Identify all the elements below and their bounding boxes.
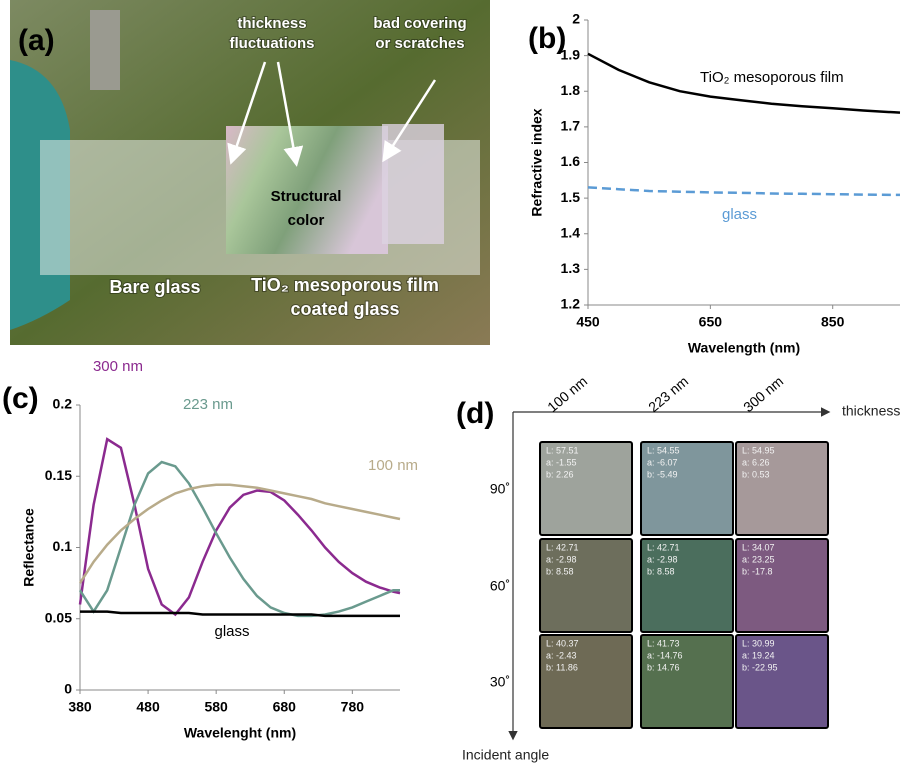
swatch	[736, 442, 828, 535]
y-tick-label: 1.6	[561, 153, 581, 169]
photo: (a) thickness fluctuations bad covering …	[10, 0, 490, 345]
panel-label: (b)	[528, 22, 566, 55]
series-label: 223 nm	[183, 396, 233, 413]
annotation: color	[288, 212, 325, 229]
cell-text: L: 40.37	[546, 638, 579, 648]
panel-d: (d) thickness Incident angle 100 nm 223 n…	[456, 373, 900, 763]
cell-text: L: 34.07	[742, 542, 775, 552]
y-tick-label: 0	[64, 681, 72, 697]
cell-text: a: 19.24	[742, 650, 775, 660]
cell-text: a: -14.76	[647, 650, 683, 660]
swatch	[540, 635, 632, 728]
photo-detail	[90, 10, 120, 90]
y-tick-label: 1.2	[561, 296, 581, 312]
cell-text: b: -5.49	[647, 469, 678, 479]
series-label: glass	[214, 623, 249, 640]
y-tick-label: 1.4	[561, 224, 581, 240]
x-tick-label: 850	[821, 314, 845, 330]
cell-text: b: -22.95	[742, 662, 778, 672]
annotation: Bare glass	[109, 277, 200, 297]
cell-text: L: 30.99	[742, 638, 775, 648]
x-tick-label: 480	[136, 699, 160, 715]
x-axis-label: Wavelength (nm)	[688, 340, 800, 356]
cell-text: b: 14.76	[647, 662, 680, 672]
x-tick-label: 650	[699, 314, 723, 330]
cell-text: a: -2.98	[546, 554, 577, 564]
annotation: or scratches	[375, 35, 464, 52]
axis-label: thickness	[842, 403, 900, 419]
swatch	[540, 539, 632, 632]
series-label: 300 nm	[93, 358, 143, 375]
series-label: TiO₂ mesoporous film	[700, 69, 844, 86]
cell-text: a: 23.25	[742, 554, 775, 564]
swatch	[736, 635, 828, 728]
y-tick-label: 1.5	[561, 189, 581, 205]
x-tick-label: 450	[576, 314, 600, 330]
x-tick-label: 580	[204, 699, 228, 715]
y-tick-label: 1.8	[561, 82, 581, 98]
cell-text: a: -2.43	[546, 650, 577, 660]
series-line	[588, 187, 900, 195]
cell-text: a: -1.55	[546, 457, 577, 467]
series-label: glass	[722, 206, 757, 223]
swatch	[641, 442, 733, 535]
swatch	[540, 442, 632, 535]
annotation: bad covering	[373, 15, 466, 32]
panel-label: (d)	[456, 397, 494, 430]
cell-text: b: 8.58	[647, 566, 675, 576]
series-label: 100 nm	[368, 457, 418, 474]
cell-text: L: 57.51	[546, 445, 579, 455]
y-tick-label: 1.3	[561, 260, 581, 276]
x-tick-label: 380	[68, 699, 92, 715]
cell-text: L: 42.71	[546, 542, 579, 552]
cell-text: b: 2.26	[546, 469, 574, 479]
column-label: 300 nm	[740, 373, 786, 415]
series-line	[80, 612, 400, 616]
cell-text: L: 54.95	[742, 445, 775, 455]
y-tick-label: 1.7	[561, 118, 581, 134]
x-axis-label: Wavelenght (nm)	[184, 725, 296, 741]
swatch	[641, 539, 733, 632]
cell-text: b: -17.8	[742, 566, 773, 576]
swatch	[641, 635, 733, 728]
y-axis-label: Reflectance	[21, 508, 37, 587]
cell-text: L: 54.55	[647, 445, 680, 455]
annotation: fluctuations	[230, 35, 315, 52]
cell-text: a: 6.26	[742, 457, 770, 467]
swatch	[736, 539, 828, 632]
panel-label: (a)	[18, 24, 55, 57]
cell-text: L: 41.73	[647, 638, 680, 648]
annotation: thickness	[237, 15, 306, 32]
row-label: 30˚	[490, 674, 510, 690]
y-tick-label: 2	[572, 11, 580, 27]
cell-text: b: 11.86	[546, 662, 578, 672]
cell-text: a: -2.98	[647, 554, 678, 564]
cell-text: a: -6.07	[647, 457, 678, 467]
y-tick-label: 0.05	[45, 609, 72, 625]
y-axis-label: Refractive index	[529, 108, 545, 216]
column-label: 223 nm	[645, 373, 691, 415]
annotation: TiO₂ mesoporous film	[251, 275, 439, 295]
x-tick-label: 680	[273, 699, 297, 715]
y-tick-label: 0.1	[53, 538, 73, 554]
annotation: Structural	[271, 188, 342, 205]
film-edge	[382, 124, 444, 244]
annotation: coated glass	[290, 299, 399, 319]
x-tick-label: 780	[341, 699, 365, 715]
panel-label: (c)	[2, 382, 39, 415]
row-label: 90˚	[490, 481, 510, 497]
cell-text: L: 42.71	[647, 542, 680, 552]
column-label: 100 nm	[544, 373, 590, 415]
figure: (a) thickness fluctuations bad covering …	[0, 0, 922, 766]
cell-text: b: 0.53	[742, 469, 770, 479]
row-label: 60˚	[490, 578, 510, 594]
y-tick-label: 0.15	[45, 467, 72, 483]
y-tick-label: 0.2	[53, 396, 73, 412]
axis-label: Incident angle	[462, 747, 549, 763]
cell-text: b: 8.58	[546, 566, 574, 576]
